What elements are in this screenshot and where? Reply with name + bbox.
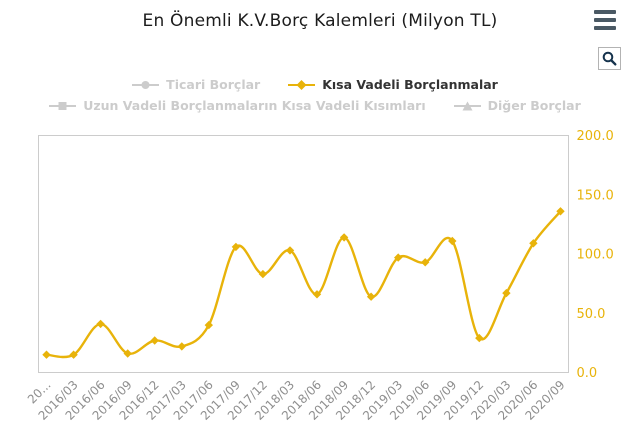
data-point-marker [258,269,268,279]
data-point-marker [231,242,241,252]
hamburger-menu-icon [594,10,616,30]
diamond-series-marker-icon [288,79,316,91]
diamond-marker-icon [288,79,316,90]
legend-label: Diğer Borçlar [487,98,581,113]
y-axis-label: 50.0 [577,307,606,322]
legend-item-kisa-vadeli-borclanmalar[interactable]: Kısa Vadeli Borçlanmalar [288,77,498,92]
export-menu-button[interactable] [594,10,616,30]
magnifier-icon [602,51,617,66]
zoom-out-button[interactable] [598,47,621,70]
data-point-marker [556,207,565,216]
circle-series-marker-icon [132,79,160,91]
data-point-marker [312,290,322,299]
data-point-marker [150,336,159,345]
data-point-marker [42,350,51,359]
legend-item-diger-borclar[interactable]: Diğer Borçlar [453,98,581,113]
data-point-marker [204,320,213,330]
y-axis-label: 200.0 [577,129,614,144]
plot-border [38,135,569,373]
legend-label: Ticari Borçlar [166,77,261,92]
data-point-marker [177,342,186,351]
triangle-marker-icon [453,101,481,110]
chart-title: En Önemli K.V.Borç Kalemleri (Milyon TL) [142,11,498,31]
legend-label: Uzun Vadeli Borçlanmaların Kısa Vadeli K… [83,98,426,113]
legend-row-1: Ticari Borçlar Kısa Vadeli Borçlanmalar [15,77,615,92]
data-point-marker [285,246,295,255]
chart-canvas: 0.050.0100.0150.0200.020...2016/032016/0… [25,129,614,423]
y-axis-label: 150.0 [577,188,614,203]
data-point-marker [69,350,78,359]
legend-label: Kısa Vadeli Borçlanmalar [322,77,498,92]
legend-row-2: Uzun Vadeli Borçlanmaların Kısa Vadeli K… [15,98,615,113]
legend: Ticari Borçlar Kısa Vadeli Borçlanmalar … [15,77,615,113]
data-point-marker [502,288,511,298]
triangle-series-marker-icon [453,100,481,112]
data-point-marker [529,239,538,248]
data-point-marker [475,333,484,343]
data-point-marker [123,349,132,358]
data-point-marker [366,292,376,301]
data-point-marker [421,258,430,267]
y-axis-label: 100.0 [577,248,614,263]
data-point-marker [394,253,403,262]
y-axis-label: 0.0 [577,366,598,381]
series-line-kisa-vadeli-borclanmalar [46,210,562,359]
data-point-marker [339,233,349,242]
circle-marker-icon [132,80,160,89]
square-marker-icon [49,101,77,110]
legend-item-uzun-vadeli-borclanmalarin-kisa-vadeli-kisimlari[interactable]: Uzun Vadeli Borçlanmaların Kısa Vadeli K… [49,98,426,113]
chart-plot-area: 0.0 50.0 100.0 150.0 200.0 20... 2016/03 2016/0… [0,125,640,440]
data-point-marker [96,319,105,329]
legend-item-ticari-borclar[interactable]: Ticari Borçlar [132,77,260,92]
square-series-marker-icon [49,100,77,112]
